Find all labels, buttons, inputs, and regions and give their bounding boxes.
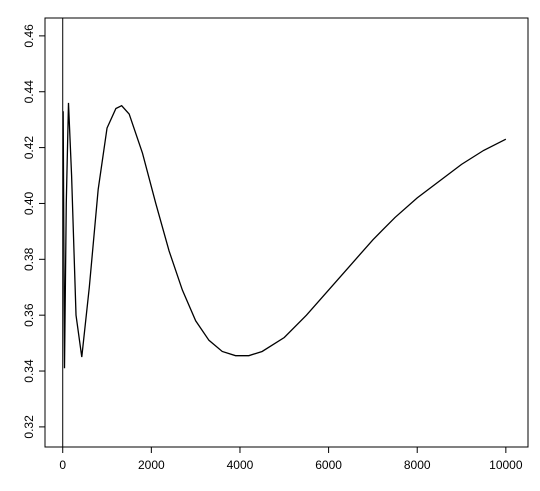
x-tick-label: 2000 (138, 458, 165, 472)
line-series (62, 102, 507, 369)
y-tick-label: 0.32 (22, 415, 36, 439)
x-tick-label: 8000 (404, 458, 431, 472)
y-tick-label: 0.34 (22, 359, 36, 383)
x-tick-label: 10000 (489, 458, 523, 472)
y-tick-label: 0.46 (22, 24, 36, 48)
y-tick-label: 0.40 (22, 191, 36, 215)
y-tick-label: 0.42 (22, 136, 36, 160)
y-tick-label: 0.38 (22, 247, 36, 271)
x-tick-label: 6000 (315, 458, 342, 472)
plot-box (44, 17, 529, 448)
y-tick-label: 0.44 (22, 80, 36, 104)
x-tick-label: 0 (59, 458, 66, 472)
x-tick-label: 4000 (227, 458, 254, 472)
y-tick-label: 0.36 (22, 303, 36, 327)
